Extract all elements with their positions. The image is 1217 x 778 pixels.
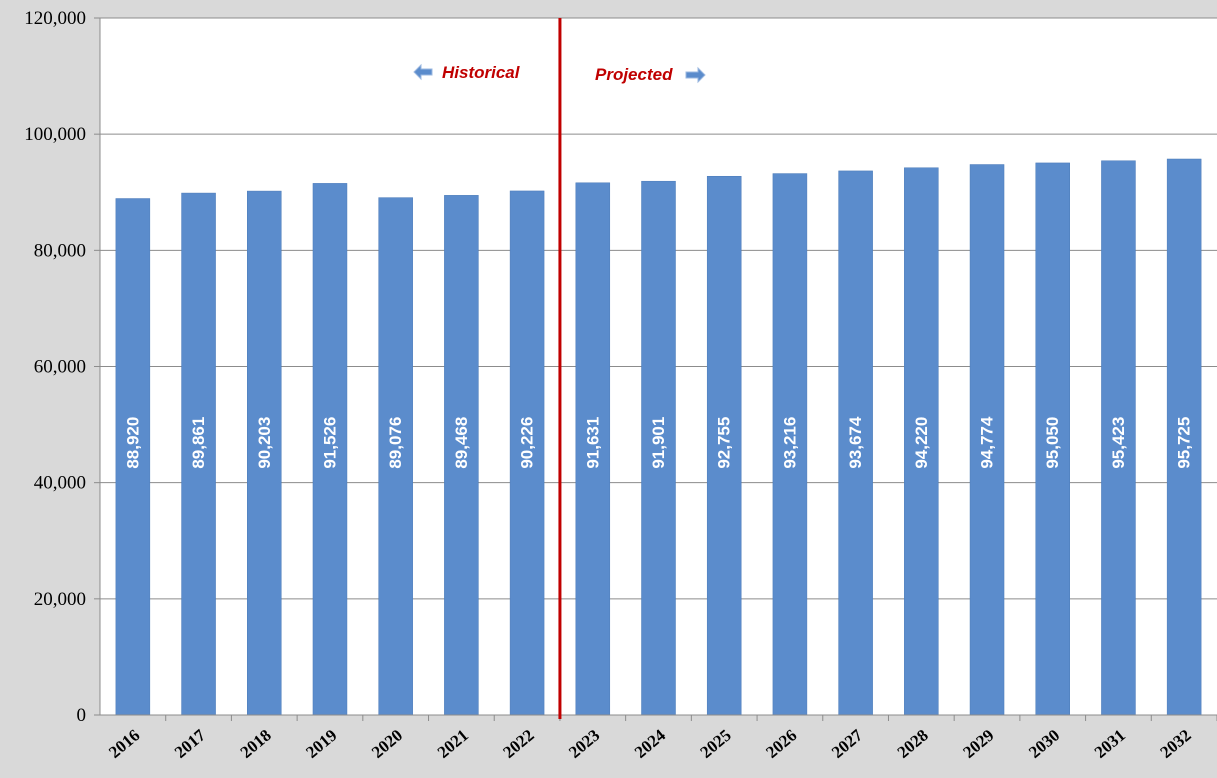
historical-annotation: Historical <box>413 63 521 82</box>
x-tick-label-2029: 2029 <box>959 726 997 762</box>
bars <box>115 158 1202 716</box>
x-tick-label-2025: 2025 <box>697 726 735 762</box>
left-arrow-icon <box>413 63 433 81</box>
x-tick-label-2022: 2022 <box>499 726 537 762</box>
y-tick-label: 100,000 <box>24 124 86 145</box>
bar-2022 <box>509 190 545 716</box>
x-tick-label-2032: 2032 <box>1156 726 1194 762</box>
bar-2028 <box>904 167 939 716</box>
y-tick-label: 80,000 <box>34 240 86 261</box>
bar-value-label-2031: 95,423 <box>1109 417 1128 469</box>
bar-2016 <box>115 198 151 716</box>
bar-2021 <box>444 195 479 716</box>
x-tick-label-2018: 2018 <box>237 726 275 762</box>
y-tick-label: 20,000 <box>34 589 86 610</box>
bar-value-label-2027: 93,674 <box>846 416 865 469</box>
bar-value-label-2018: 90,203 <box>255 417 274 469</box>
x-tick-label-2031: 2031 <box>1091 726 1129 762</box>
projected-label: Projected <box>595 65 673 84</box>
bar-2032 <box>1166 158 1202 716</box>
bar-value-labels: 88,920 89,861 90,203 91,526 89,076 89,468 90,2… <box>123 416 1193 469</box>
bar-2030 <box>1035 162 1070 716</box>
bar-value-label-2028: 94,220 <box>912 417 931 469</box>
bar-value-label-2020: 89,076 <box>386 417 405 469</box>
bar-2029 <box>969 164 1005 716</box>
bar-2027 <box>838 170 873 716</box>
x-tick-label-2026: 2026 <box>762 726 800 762</box>
bar-2031 <box>1101 160 1136 716</box>
x-tick-label-2028: 2028 <box>894 726 932 762</box>
bar-value-label-2017: 89,861 <box>189 417 208 469</box>
bar-2023 <box>575 182 611 716</box>
bar-value-label-2021: 89,468 <box>452 417 471 469</box>
bar-value-label-2019: 91,526 <box>320 417 339 469</box>
right-arrow-icon <box>685 66 706 84</box>
bar-2024 <box>641 180 676 716</box>
y-tick-label: 0 <box>77 705 87 726</box>
bar-value-label-2022: 90,226 <box>518 417 537 469</box>
bar-value-label-2025: 92,755 <box>715 417 734 469</box>
x-tick-label-2020: 2020 <box>368 726 406 762</box>
projected-annotation: Projected <box>595 65 706 84</box>
x-tick-label-2016: 2016 <box>105 726 143 762</box>
bar-value-label-2016: 88,920 <box>123 417 142 469</box>
y-tick-label: 120,000 <box>24 8 86 29</box>
x-tick-label-2021: 2021 <box>434 726 472 762</box>
bar-2026 <box>772 173 808 716</box>
historical-label: Historical <box>442 63 521 82</box>
bar-2025 <box>706 175 742 716</box>
bar-value-label-2023: 91,631 <box>583 417 602 469</box>
bar-value-label-2032: 95,725 <box>1175 417 1194 469</box>
x-tick-label-2019: 2019 <box>302 726 340 762</box>
x-tick-label-2024: 2024 <box>631 725 670 762</box>
bar-value-label-2026: 93,216 <box>780 417 799 469</box>
y-tick-label: 40,000 <box>34 473 86 494</box>
x-tick-label-2023: 2023 <box>565 726 603 762</box>
x-tick-label-2027: 2027 <box>828 725 867 762</box>
x-tick-label-2030: 2030 <box>1025 726 1063 762</box>
x-tick-label-2017: 2017 <box>171 725 210 762</box>
bar-value-label-2024: 91,901 <box>649 417 668 469</box>
bar-value-label-2029: 94,774 <box>978 416 997 469</box>
y-tick-label: 60,000 <box>34 357 86 378</box>
bar-value-label-2030: 95,050 <box>1043 417 1062 469</box>
